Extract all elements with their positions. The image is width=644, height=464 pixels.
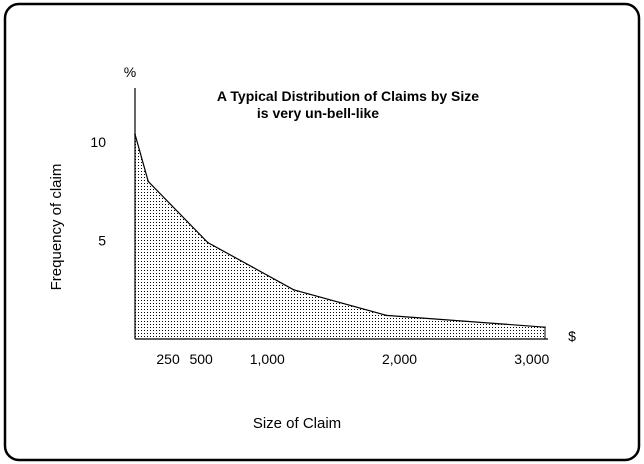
y-tick-label-0: 5 (98, 233, 106, 249)
x-unit-label: $ (568, 328, 576, 344)
y-tick-label-1: 10 (90, 134, 106, 150)
y-tick-labels: 5 10 (90, 134, 106, 248)
y-unit-label: % (124, 64, 136, 80)
data-point-3 (292, 288, 295, 291)
data-point-1 (147, 180, 150, 183)
chart-border (3, 2, 641, 462)
distribution-line (134, 134, 546, 328)
x-tick-label-3: 2,000 (382, 351, 417, 367)
chart-subtitle: is very un-bell-like (257, 105, 379, 121)
chart-title: A Typical Distribution of Claims by Size (217, 88, 479, 104)
plot-area (134, 88, 548, 340)
x-tick-label-4: 3,000 (514, 351, 549, 367)
x-tick-label-1: 500 (189, 351, 213, 367)
x-tick-label-0: 250 (156, 351, 180, 367)
area-fill (135, 134, 545, 339)
data-point-5 (544, 326, 546, 328)
data-point-4 (385, 314, 388, 317)
y-axis-label: Frequency of claim (48, 164, 65, 291)
x-axis-label: Size of Claim (253, 415, 341, 432)
data-point-2 (206, 241, 209, 244)
x-tick-label-2: 1,000 (250, 351, 285, 367)
x-tick-labels: 250 500 1,000 2,000 3,000 (156, 351, 549, 367)
